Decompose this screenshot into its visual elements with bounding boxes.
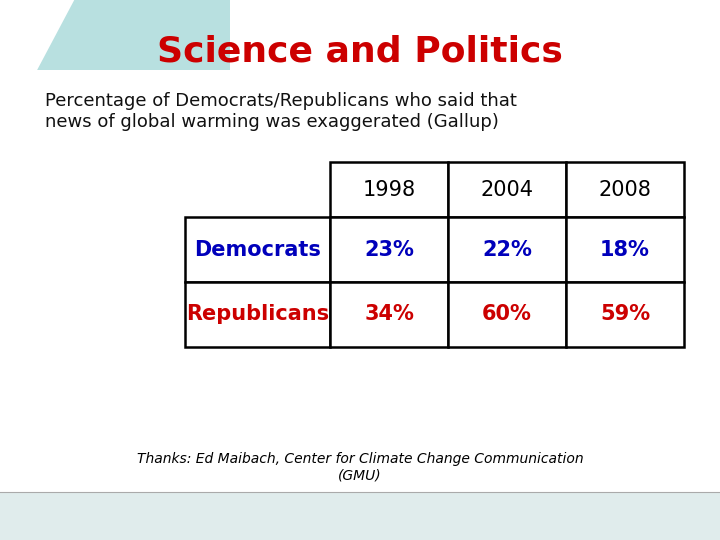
Text: 34%: 34% bbox=[364, 305, 414, 325]
Polygon shape bbox=[0, 0, 230, 70]
Text: Democrats: Democrats bbox=[194, 240, 321, 260]
Text: Science and Politics: Science and Politics bbox=[157, 35, 563, 69]
Bar bbox=[185, 217, 330, 282]
Bar bbox=[566, 282, 684, 347]
Bar bbox=[448, 282, 566, 347]
Bar bbox=[448, 217, 566, 282]
Text: 1998: 1998 bbox=[362, 179, 415, 199]
Bar bbox=[330, 217, 448, 282]
Text: 60%: 60% bbox=[482, 305, 532, 325]
Bar bbox=[448, 162, 566, 217]
Polygon shape bbox=[0, 0, 322, 140]
Bar bbox=[566, 162, 684, 217]
Text: Thanks: Ed Maibach, Center for Climate Change Communication
(GMU): Thanks: Ed Maibach, Center for Climate C… bbox=[137, 452, 583, 482]
Bar bbox=[566, 217, 684, 282]
Bar bbox=[330, 282, 448, 347]
Text: Percentage of Democrats/Republicans who said that
news of global warming was exa: Percentage of Democrats/Republicans who … bbox=[45, 92, 517, 131]
Text: 23%: 23% bbox=[364, 240, 414, 260]
Text: 2004: 2004 bbox=[480, 179, 534, 199]
Bar bbox=[0, 492, 720, 540]
Text: 22%: 22% bbox=[482, 240, 532, 260]
Text: 18%: 18% bbox=[600, 240, 650, 260]
Text: 2008: 2008 bbox=[598, 179, 652, 199]
Bar bbox=[330, 162, 448, 217]
Text: Republicans: Republicans bbox=[186, 305, 329, 325]
Bar bbox=[185, 282, 330, 347]
Text: 59%: 59% bbox=[600, 305, 650, 325]
